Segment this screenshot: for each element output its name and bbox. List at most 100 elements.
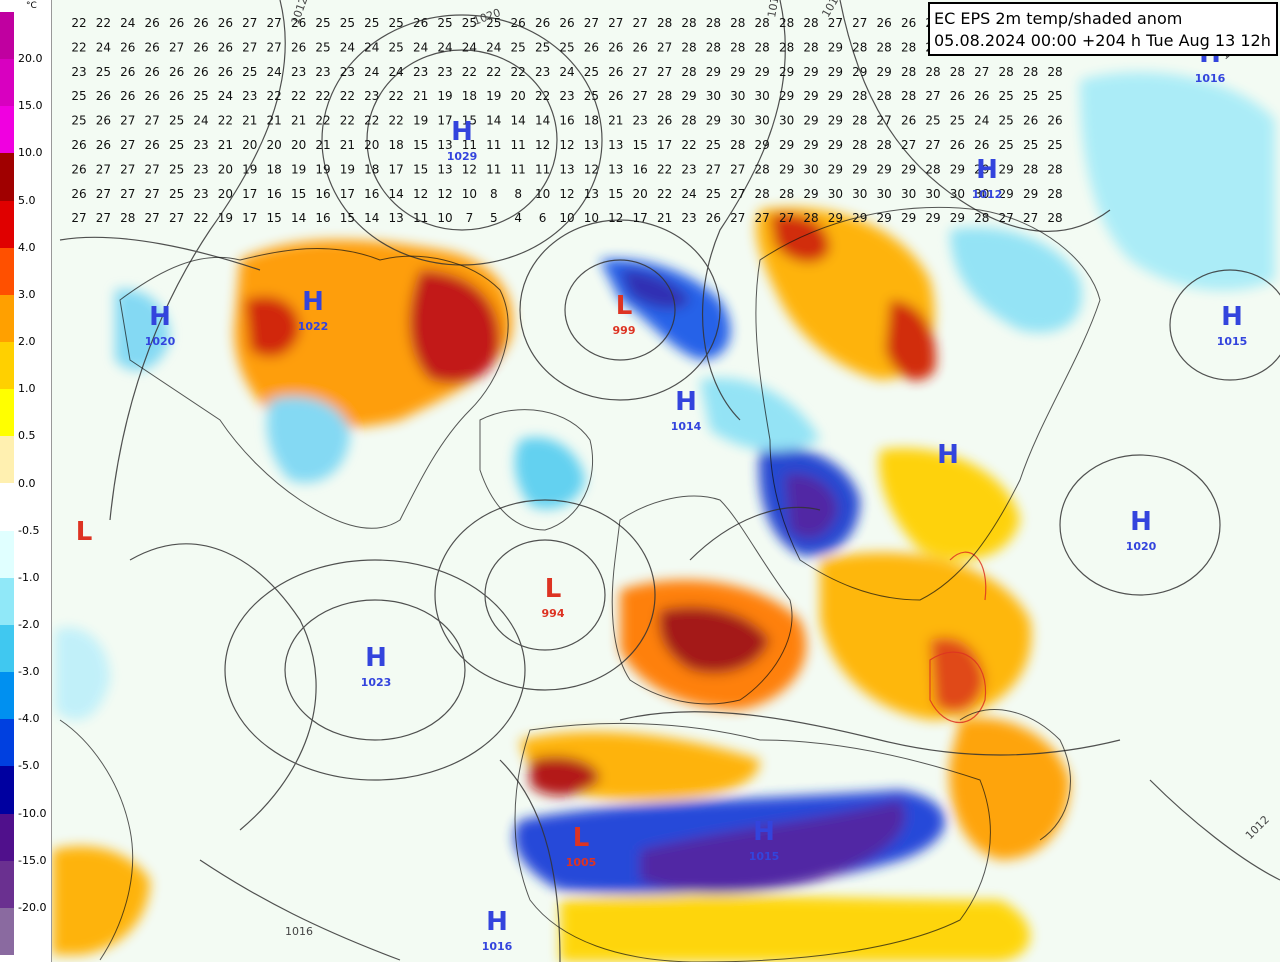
temperature-value: 25 <box>1047 89 1062 103</box>
temperature-value: 25 <box>169 114 184 128</box>
coastline-africa <box>514 722 991 962</box>
temperature-value: 17 <box>389 162 404 176</box>
legend-color-swatch <box>0 530 14 578</box>
temperature-value: 22 <box>657 187 672 201</box>
legend-color-swatch <box>0 294 14 343</box>
temperature-value: 26 <box>1047 114 1062 128</box>
temperature-value: 28 <box>755 162 770 176</box>
temperature-value: 17 <box>633 211 648 225</box>
temperature-value: 14 <box>486 114 501 128</box>
coastlines <box>59 206 1101 962</box>
legend-color-swatch <box>0 907 14 955</box>
temperature-value: 21 <box>413 89 428 103</box>
temperature-value: 29 <box>877 211 892 225</box>
coastline-arabia <box>959 709 1071 841</box>
temperature-value: 29 <box>950 211 965 225</box>
temperature-value: 27 <box>267 16 282 30</box>
temperature-value: 4 <box>514 211 522 225</box>
temperature-value: 29 <box>828 40 843 54</box>
temperature-value: 27 <box>730 187 745 201</box>
temperature-value: 15 <box>462 114 477 128</box>
legend-tick-label: -4.0 <box>18 712 40 726</box>
legend-tick-label: 15.0 <box>18 99 43 113</box>
legend-tick-label: 3.0 <box>18 287 36 301</box>
temperature-value: 27 <box>657 65 672 79</box>
temperature-value: 16 <box>267 187 282 201</box>
temperature-value: 12 <box>584 162 599 176</box>
temperature-value: 26 <box>608 65 623 79</box>
temperature-value: 27 <box>755 211 770 225</box>
temperature-value: 25 <box>169 138 184 152</box>
temperature-value: 10 <box>535 187 550 201</box>
temperature-value: 23 <box>193 138 208 152</box>
isobar <box>619 711 1121 756</box>
temperature-value: 18 <box>364 162 379 176</box>
temperature-value: 28 <box>681 65 696 79</box>
temperature-value: 25 <box>925 114 940 128</box>
temperature-value: 27 <box>169 211 184 225</box>
temperature-value: 24 <box>486 40 501 54</box>
low-pressure-marker: L <box>76 517 93 547</box>
cool-anomaly-us <box>266 396 350 483</box>
temperature-value: 28 <box>1023 65 1038 79</box>
coastline-greenland <box>479 409 594 531</box>
temperature-value: 25 <box>950 114 965 128</box>
temperature-value: 22 <box>96 16 111 30</box>
isobar <box>564 259 676 361</box>
temperature-value: 13 <box>584 138 599 152</box>
temperature-value: 15 <box>340 211 355 225</box>
temperature-value: 21 <box>218 138 233 152</box>
temperature-value: 26 <box>291 16 306 30</box>
temperature-value: 22 <box>218 114 233 128</box>
legend-color-swatch <box>0 153 14 201</box>
temperature-value: 29 <box>828 114 843 128</box>
temperature-value: 27 <box>877 114 892 128</box>
temperature-value: 28 <box>755 16 770 30</box>
temperature-value: 15 <box>291 187 306 201</box>
isobar-thermal-low <box>949 551 987 601</box>
temperature-value: 14 <box>511 114 526 128</box>
temperature-value: 25 <box>96 65 111 79</box>
temperature-value: 20 <box>242 138 257 152</box>
temperature-value: 25 <box>1047 138 1062 152</box>
cold-anomaly-deep-barents <box>620 269 690 310</box>
low-pressure-marker: L <box>573 823 590 853</box>
warm-anomaly-asia-east <box>879 448 1020 560</box>
temperature-value: 27 <box>828 16 843 30</box>
temperature-value: 26 <box>169 89 184 103</box>
pressure-value: 994 <box>542 607 565 620</box>
temperature-value: 26 <box>413 16 428 30</box>
temperature-value: 25 <box>1023 138 1038 152</box>
temperature-value: 24 <box>974 114 989 128</box>
coastline-europe <box>611 495 793 705</box>
temperature-value: 28 <box>657 16 672 30</box>
temperature-value: 26 <box>169 16 184 30</box>
temperature-value: 27 <box>633 65 648 79</box>
temperature-value: 30 <box>779 114 794 128</box>
temperature-value: 30 <box>755 114 770 128</box>
temperature-value: 12 <box>437 187 452 201</box>
temperature-value: 22 <box>71 40 86 54</box>
isobar <box>366 49 558 231</box>
anomaly-shading <box>52 72 1275 962</box>
temperature-value: 19 <box>315 162 330 176</box>
temperature-value: 25 <box>71 114 86 128</box>
temperature-value: 27 <box>96 211 111 225</box>
legend-tick-label: -20.0 <box>18 900 47 914</box>
temperature-value: 25 <box>193 89 208 103</box>
isobar <box>499 759 561 962</box>
temperature-value: 25 <box>1023 89 1038 103</box>
isobars <box>59 0 1280 962</box>
temperature-value: 26 <box>96 138 111 152</box>
temperature-value: 29 <box>755 138 770 152</box>
temperature-value: 26 <box>218 40 233 54</box>
temperature-value: 19 <box>340 162 355 176</box>
temperature-value: 22 <box>511 65 526 79</box>
temperature-value: 28 <box>852 89 867 103</box>
temperature-value: 24 <box>193 114 208 128</box>
temperature-value: 21 <box>657 211 672 225</box>
temperature-value: 23 <box>413 65 428 79</box>
temperature-value: 29 <box>925 211 940 225</box>
isobar <box>109 0 286 521</box>
temperature-value: 27 <box>1023 211 1038 225</box>
